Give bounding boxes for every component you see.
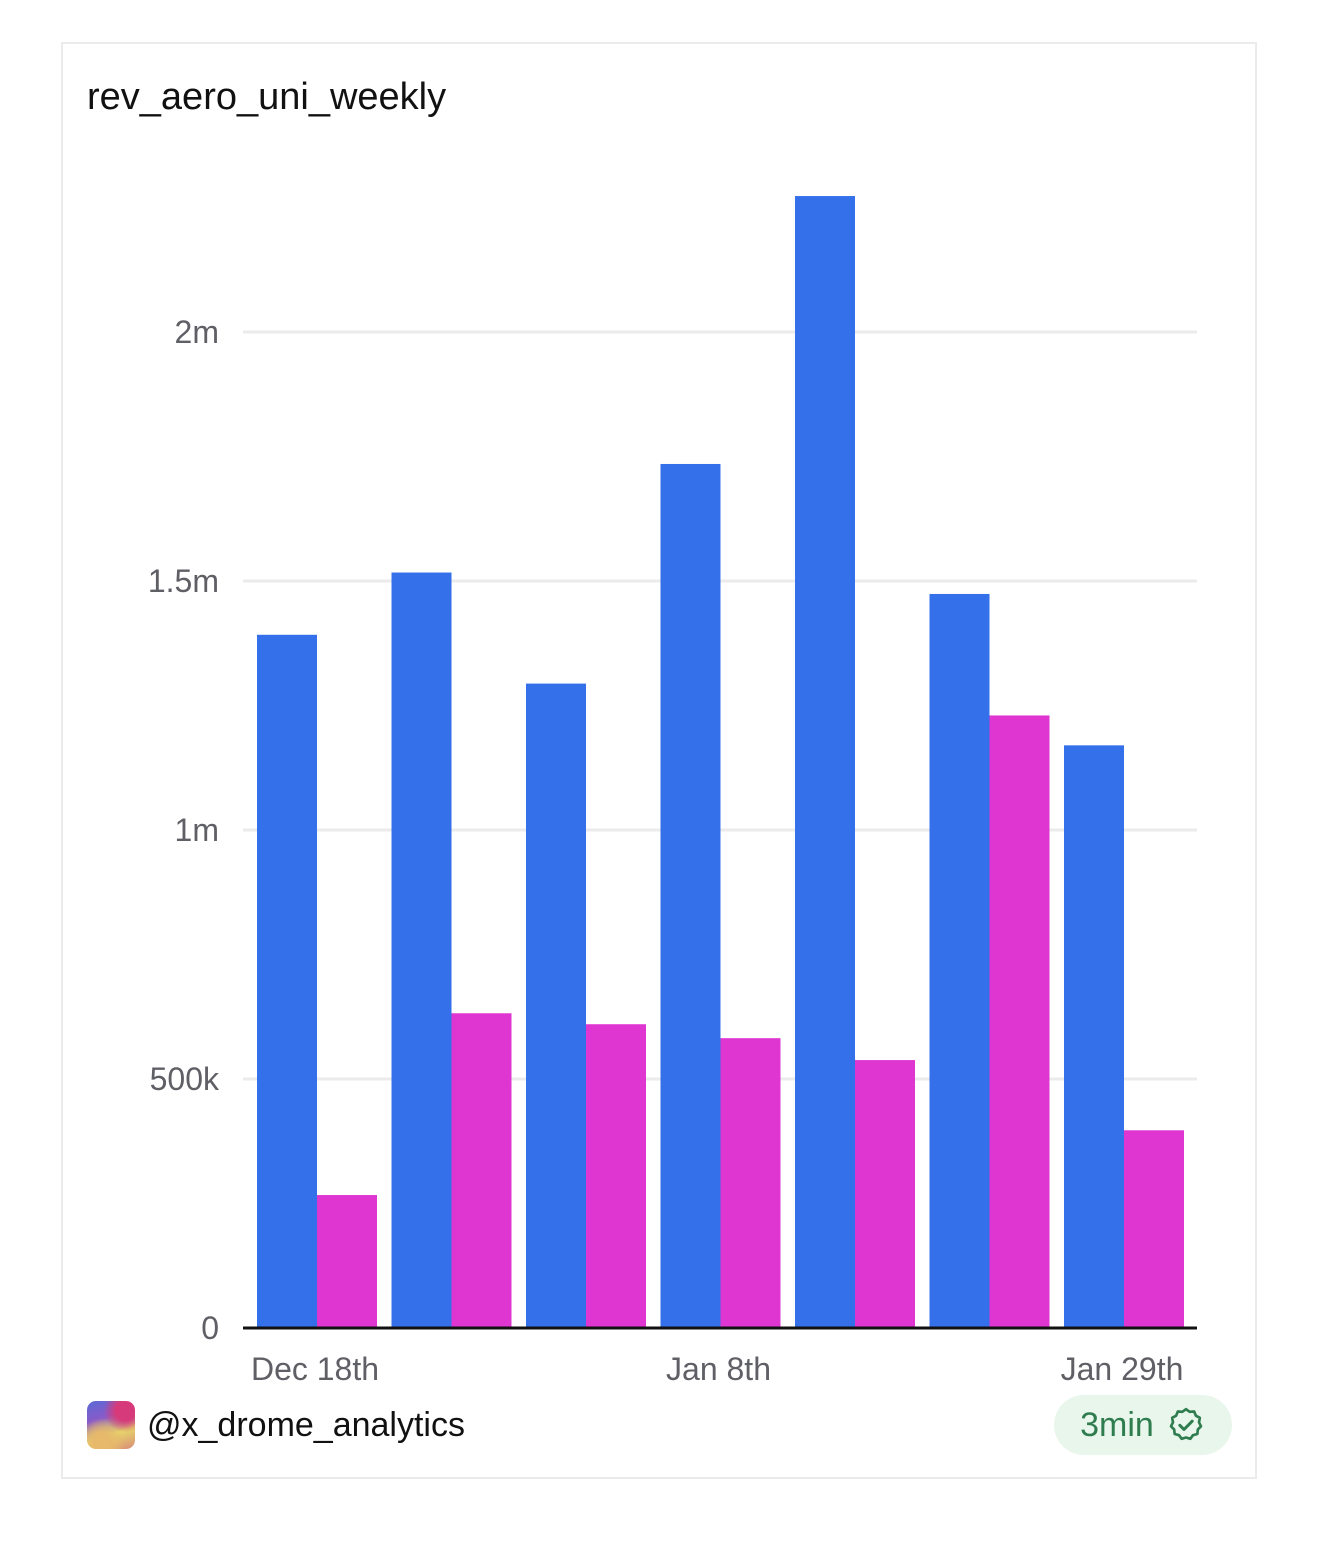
bar-series_1[interactable]	[257, 634, 317, 1328]
y-tick-label: 1.5m	[148, 563, 219, 599]
y-tick-label: 0	[201, 1310, 219, 1346]
bar-series_1[interactable]	[1064, 745, 1124, 1328]
author-name[interactable]: @x_drome_analytics	[147, 1405, 465, 1444]
bar-series_1[interactable]	[391, 572, 452, 1328]
verified-badge-icon	[1169, 1407, 1203, 1441]
bar-series_1[interactable]	[660, 463, 721, 1329]
y-tick-label: 2m	[175, 314, 219, 350]
bar-series_2[interactable]	[451, 1013, 512, 1328]
x-tick-label: Jan 8th	[666, 1351, 771, 1387]
bar-series_2[interactable]	[989, 715, 1050, 1328]
freshness-badge: 3min	[1054, 1395, 1232, 1455]
x-tick-label: Dec 18th	[251, 1351, 379, 1387]
bar-series_2[interactable]	[855, 1060, 915, 1328]
freshness-text: 3min	[1080, 1405, 1154, 1444]
x-tick-label: Jan 29th	[1061, 1351, 1184, 1387]
bar-series_1[interactable]	[526, 683, 586, 1328]
bar-series_2[interactable]	[317, 1195, 377, 1328]
x-axis-ticks: Dec 18th Jan 8th Jan 29th	[251, 1351, 1183, 1387]
bar-series_1[interactable]	[795, 196, 855, 1328]
bar-series_2[interactable]	[720, 1038, 781, 1328]
y-tick-label: 500k	[150, 1061, 220, 1097]
y-axis-ticks: 0 500k 1m 1.5m 2m	[148, 314, 220, 1346]
bars	[257, 196, 1184, 1329]
bar-series_2[interactable]	[1124, 1130, 1184, 1328]
chart-title: rev_aero_uni_weekly	[87, 76, 447, 118]
y-tick-label: 1m	[175, 812, 219, 848]
author-avatar[interactable]	[87, 1401, 135, 1449]
bar-series_2[interactable]	[586, 1024, 646, 1328]
author-attribution[interactable]: @x_drome_analytics	[87, 1401, 465, 1449]
bar-series_1[interactable]	[929, 593, 990, 1328]
